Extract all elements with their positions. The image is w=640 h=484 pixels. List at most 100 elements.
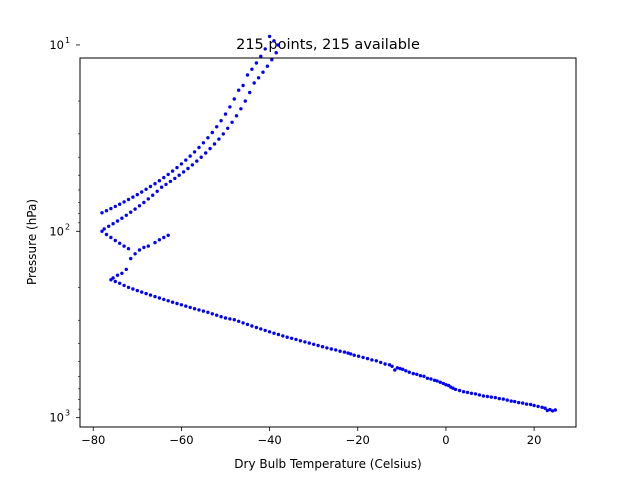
data-point <box>102 227 106 231</box>
data-point <box>204 151 208 155</box>
data-point <box>303 340 307 344</box>
data-point <box>115 219 120 223</box>
data-point <box>192 307 197 311</box>
data-point <box>281 334 285 338</box>
data-point <box>248 90 252 95</box>
data-point <box>148 184 153 189</box>
data-point <box>237 88 241 92</box>
data-point <box>528 402 533 407</box>
data-point <box>122 200 126 204</box>
data-point <box>532 403 536 408</box>
plot-frame <box>79 57 577 428</box>
data-point <box>497 396 501 401</box>
x-tick-label: 20 <box>527 433 542 447</box>
data-point <box>155 189 159 193</box>
data-point <box>320 345 325 349</box>
data-point <box>505 398 509 402</box>
data-point <box>146 244 150 248</box>
x-axis-label: Dry Bulb Temperature (Celsius) <box>234 457 421 471</box>
data-point <box>215 125 219 129</box>
data-point <box>239 107 243 111</box>
data-point <box>361 355 365 360</box>
data-point <box>270 58 274 62</box>
data-point <box>461 390 466 394</box>
data-point <box>140 290 144 294</box>
data-point <box>135 192 139 197</box>
y-axis-label: Pressure (hPa) <box>25 199 39 285</box>
data-point <box>153 240 157 245</box>
data-point <box>298 339 303 343</box>
data-point <box>140 190 144 194</box>
data-point <box>404 369 408 373</box>
data-point <box>379 360 383 365</box>
data-point <box>267 330 272 334</box>
data-point <box>173 176 177 181</box>
data-point <box>113 279 118 284</box>
data-point <box>208 146 212 151</box>
y-tick-label: 10 <box>49 411 64 425</box>
data-point <box>485 394 490 399</box>
data-point <box>493 395 497 400</box>
data-point <box>126 247 131 251</box>
data-point <box>122 283 126 288</box>
data-point <box>473 392 478 396</box>
data-point <box>276 43 281 47</box>
data-point <box>226 126 230 130</box>
data-point <box>144 187 148 191</box>
data-point <box>175 301 179 306</box>
data-point <box>418 374 423 378</box>
data-point <box>113 238 118 243</box>
data-point <box>387 363 392 367</box>
data-point <box>109 235 113 240</box>
data-point <box>316 343 320 348</box>
data-point <box>170 300 175 304</box>
data-point <box>545 408 549 413</box>
data-point <box>179 303 184 307</box>
y-tick-exponent: 3 <box>65 409 70 418</box>
data-point <box>263 328 267 333</box>
data-point <box>162 235 166 240</box>
data-point <box>195 159 199 163</box>
data-point <box>294 337 298 342</box>
data-point <box>153 182 157 186</box>
data-point <box>243 99 247 103</box>
x-tick-label: 0 <box>442 433 449 447</box>
data-point <box>267 34 272 39</box>
chart-title: 215 points, 215 available <box>236 37 420 53</box>
data-point <box>162 297 166 302</box>
data-point <box>232 97 236 101</box>
data-point <box>129 256 133 261</box>
data-point <box>228 105 232 109</box>
data-point <box>153 294 157 299</box>
data-point <box>184 158 188 162</box>
data-point <box>100 211 104 215</box>
data-point <box>210 312 214 316</box>
x-tick-label: −80 <box>81 433 105 447</box>
data-point <box>444 383 448 387</box>
data-point <box>465 390 470 395</box>
data-point <box>274 51 278 55</box>
data-point <box>157 296 162 300</box>
data-point <box>543 406 547 410</box>
data-point <box>252 81 256 85</box>
data-point <box>521 401 525 405</box>
data-point <box>215 313 219 317</box>
data-point <box>415 372 419 376</box>
data-point <box>374 359 378 363</box>
data-point <box>370 358 374 362</box>
data-point <box>411 371 415 376</box>
data-point <box>477 393 482 397</box>
data-point <box>184 304 188 308</box>
data-point <box>435 379 439 383</box>
data-point <box>192 150 197 154</box>
x-tick-label: −40 <box>257 433 281 447</box>
data-point <box>177 173 181 177</box>
data-point <box>107 224 111 228</box>
data-point <box>241 321 245 325</box>
data-point <box>259 327 263 331</box>
x-tick-label: −60 <box>169 433 193 447</box>
data-point <box>261 70 265 74</box>
data-point <box>548 407 552 412</box>
